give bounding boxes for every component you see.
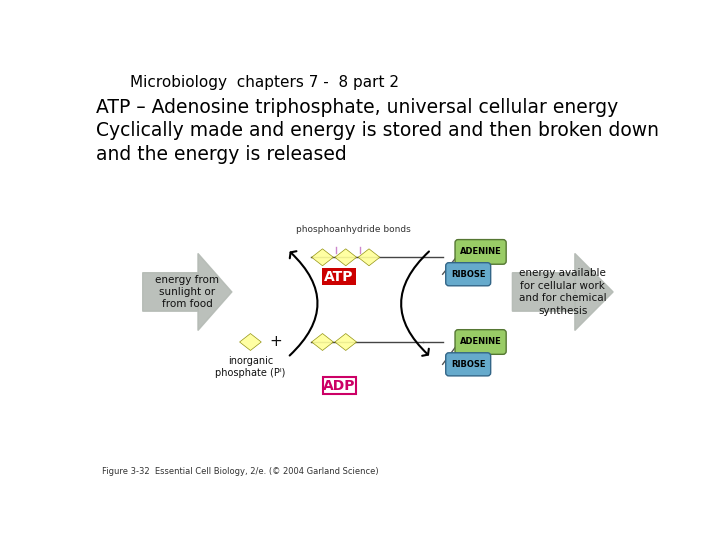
Text: ADP: ADP [323, 379, 356, 393]
Polygon shape [143, 253, 232, 330]
Polygon shape [358, 249, 380, 266]
Text: Microbiology  chapters 7 -  8 part 2: Microbiology chapters 7 - 8 part 2 [130, 75, 400, 90]
Text: ADENINE: ADENINE [460, 338, 501, 347]
Text: Figure 3-32  Essential Cell Biology, 2/e. (© 2004 Garland Science): Figure 3-32 Essential Cell Biology, 2/e.… [102, 467, 378, 476]
Text: ADENINE: ADENINE [460, 247, 501, 256]
Polygon shape [513, 253, 613, 330]
Polygon shape [312, 249, 333, 266]
Text: Cyclically made and energy is stored and then broken down
and the energy is rele: Cyclically made and energy is stored and… [96, 121, 660, 164]
Text: RIBOSE: RIBOSE [451, 270, 485, 279]
FancyBboxPatch shape [455, 240, 506, 264]
Text: energy from
sunlight or
from food: energy from sunlight or from food [155, 274, 219, 309]
Text: inorganic
phosphate (Pᴵ): inorganic phosphate (Pᴵ) [215, 356, 286, 378]
Text: ATP – Adenosine triphosphate, universal cellular energy: ATP – Adenosine triphosphate, universal … [96, 98, 618, 117]
FancyBboxPatch shape [446, 262, 490, 286]
Polygon shape [240, 334, 261, 350]
Text: +: + [269, 334, 282, 349]
Polygon shape [335, 249, 356, 266]
Text: energy available
for cellular work
and for chemical
synthesis: energy available for cellular work and f… [519, 268, 606, 315]
FancyBboxPatch shape [322, 268, 356, 285]
FancyBboxPatch shape [323, 377, 356, 394]
Text: RIBOSE: RIBOSE [451, 360, 485, 369]
Text: ATP: ATP [324, 269, 354, 284]
Text: phosphoanhydride bonds: phosphoanhydride bonds [296, 225, 411, 234]
FancyBboxPatch shape [455, 330, 506, 354]
Polygon shape [312, 334, 333, 350]
Polygon shape [335, 334, 356, 350]
FancyBboxPatch shape [446, 353, 490, 376]
